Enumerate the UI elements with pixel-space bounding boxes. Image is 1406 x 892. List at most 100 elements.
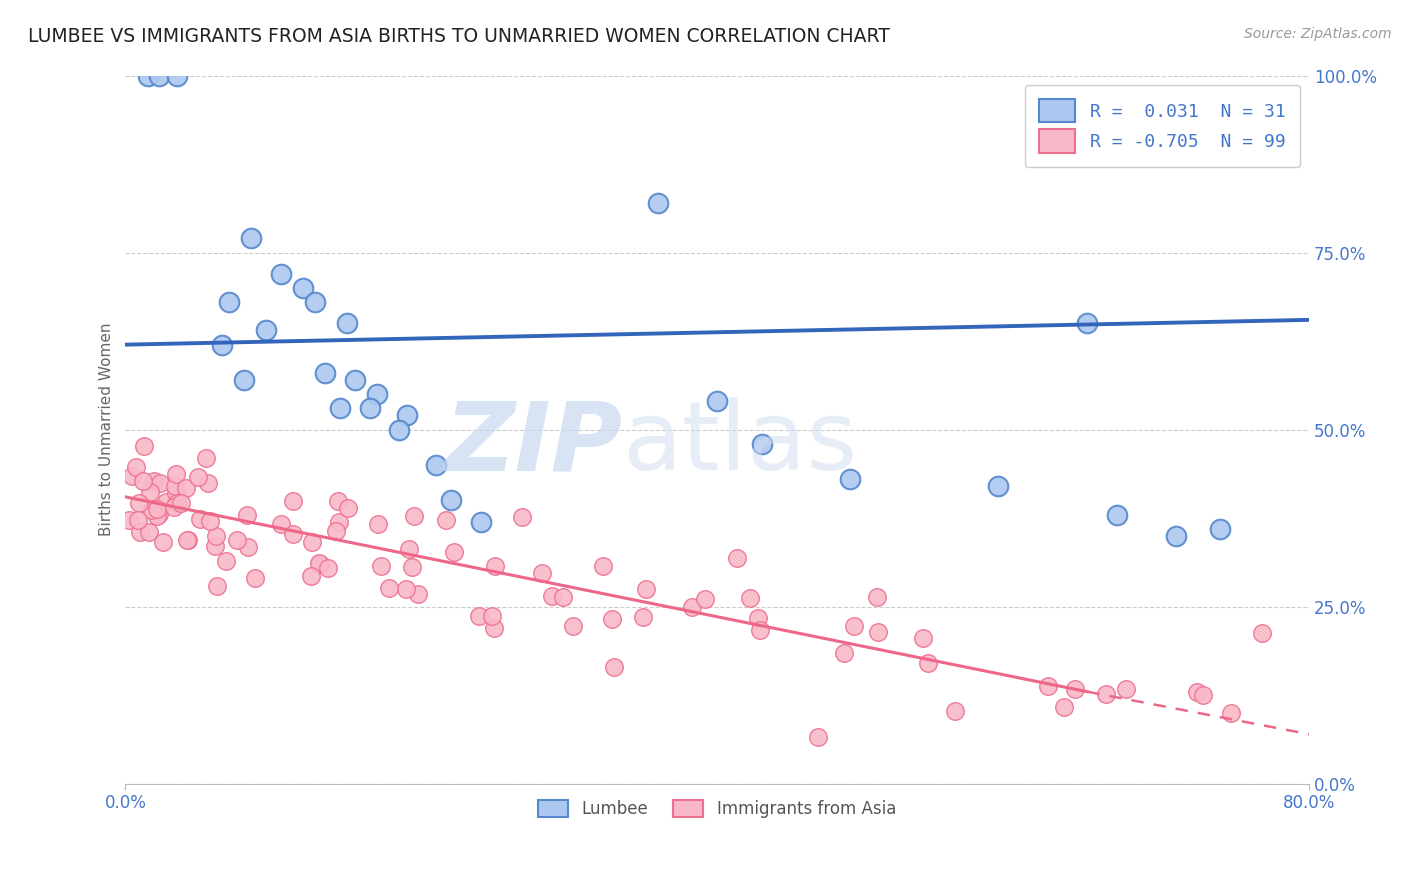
Point: [551, 590, 574, 604]
Point: [254, 323, 277, 337]
Point: [751, 437, 773, 451]
Point: [325, 524, 347, 539]
Point: [121, 469, 143, 483]
Point: [308, 556, 330, 570]
Point: [401, 560, 423, 574]
Point: [467, 609, 489, 624]
Point: [177, 533, 200, 548]
Point: [470, 515, 492, 529]
Point: [236, 540, 259, 554]
Point: [198, 514, 221, 528]
Point: [484, 558, 506, 573]
Point: [134, 439, 156, 453]
Point: [1105, 508, 1128, 522]
Point: [166, 496, 188, 510]
Point: [482, 621, 505, 635]
Point: [868, 625, 890, 640]
Point: [138, 485, 160, 500]
Point: [681, 600, 703, 615]
Point: [176, 533, 198, 548]
Point: [406, 587, 429, 601]
Point: [188, 512, 211, 526]
Point: [299, 569, 322, 583]
Text: ZIP: ZIP: [444, 397, 623, 491]
Point: [316, 561, 339, 575]
Point: [370, 559, 392, 574]
Point: [225, 533, 247, 547]
Point: [136, 69, 159, 83]
Point: [329, 401, 352, 416]
Point: [337, 501, 360, 516]
Point: [292, 281, 315, 295]
Point: [395, 582, 418, 597]
Point: [165, 486, 187, 500]
Point: [205, 578, 228, 592]
Text: LUMBEE VS IMMIGRANTS FROM ASIA BIRTHS TO UNMARRIED WOMEN CORRELATION CHART: LUMBEE VS IMMIGRANTS FROM ASIA BIRTHS TO…: [28, 27, 890, 45]
Point: [195, 451, 218, 466]
Point: [187, 470, 209, 484]
Point: [634, 582, 657, 596]
Point: [747, 611, 769, 625]
Point: [367, 516, 389, 531]
Point: [917, 656, 939, 670]
Point: [155, 495, 177, 509]
Point: [240, 231, 263, 245]
Point: [541, 589, 564, 603]
Point: [481, 609, 503, 624]
Point: [740, 591, 762, 606]
Point: [1115, 682, 1137, 697]
Point: [1038, 679, 1060, 693]
Point: [388, 423, 411, 437]
Point: [148, 69, 170, 83]
Point: [326, 494, 349, 508]
Point: [236, 508, 259, 522]
Point: [434, 513, 457, 527]
Point: [197, 475, 219, 490]
Point: [398, 541, 420, 556]
Point: [270, 516, 292, 531]
Point: [395, 409, 418, 423]
Point: [152, 535, 174, 549]
Point: [336, 317, 359, 331]
Point: [127, 513, 149, 527]
Point: [174, 481, 197, 495]
Point: [215, 554, 238, 568]
Point: [1164, 529, 1187, 543]
Point: [1095, 687, 1118, 701]
Point: [562, 619, 585, 633]
Point: [304, 295, 326, 310]
Point: [1219, 706, 1241, 721]
Point: [592, 558, 614, 573]
Point: [118, 513, 141, 527]
Point: [600, 612, 623, 626]
Point: [146, 508, 169, 523]
Point: [693, 591, 716, 606]
Point: [631, 610, 654, 624]
Point: [366, 387, 388, 401]
Point: [1191, 688, 1213, 702]
Point: [166, 69, 188, 83]
Point: [143, 474, 166, 488]
Point: [378, 582, 401, 596]
Point: [510, 510, 533, 524]
Point: [1187, 685, 1209, 699]
Point: [1209, 522, 1232, 536]
Point: [440, 493, 463, 508]
Point: [132, 475, 155, 489]
Point: [314, 366, 336, 380]
Point: [807, 730, 830, 744]
Point: [911, 631, 934, 645]
Point: [243, 571, 266, 585]
Point: [166, 467, 188, 481]
Point: [749, 623, 772, 637]
Text: Source: ZipAtlas.com: Source: ZipAtlas.com: [1244, 27, 1392, 41]
Point: [1052, 700, 1074, 714]
Point: [943, 704, 966, 718]
Point: [1251, 625, 1274, 640]
Point: [128, 496, 150, 510]
Point: [359, 401, 381, 416]
Point: [443, 545, 465, 559]
Point: [281, 493, 304, 508]
Point: [530, 566, 553, 581]
Text: atlas: atlas: [623, 397, 858, 491]
